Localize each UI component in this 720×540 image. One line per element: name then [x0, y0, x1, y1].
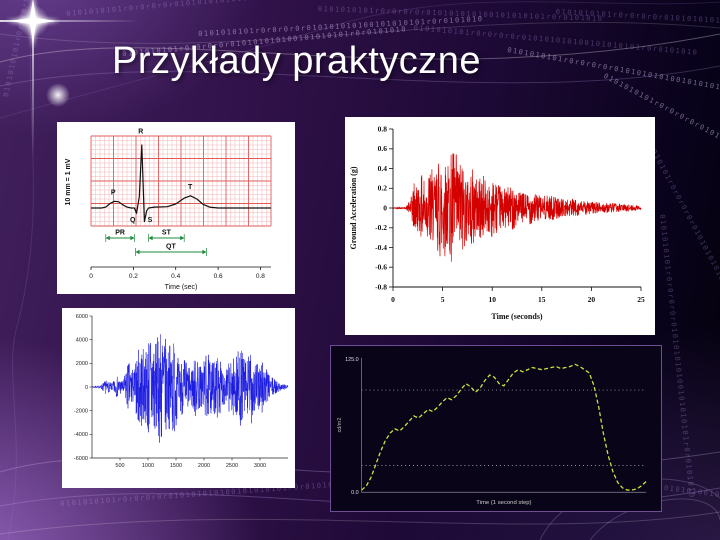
svg-text:10: 10: [488, 295, 496, 304]
svg-text:4000: 4000: [76, 338, 88, 344]
svg-text:0.4: 0.4: [171, 273, 180, 280]
slide-title: Przykłady praktyczne: [112, 40, 482, 82]
seismogram-chart: 0.8 0.6 0.4 0.2 0 -0.2 -0.4 -0.6 -0.8 0 5 10 15 20 25 T…: [345, 117, 655, 335]
svg-text:PR: PR: [115, 230, 125, 237]
svg-text:20: 20: [588, 295, 596, 304]
audio-waveform-chart: 6000 4000 2000 0 -2000 -4000 -6000 500 1000 1500 2…: [62, 308, 295, 488]
binary-texture-text: 0101010101r0r0r0r0r010101010100101010101…: [317, 5, 604, 23]
svg-text:0.2: 0.2: [378, 184, 388, 193]
svg-text:-0.2: -0.2: [375, 223, 387, 232]
svg-text:R: R: [138, 128, 143, 135]
svg-text:Ground Acceleration (g): Ground Acceleration (g): [349, 166, 358, 249]
svg-text:ST: ST: [162, 230, 172, 237]
svg-text:-0.4: -0.4: [375, 243, 387, 252]
svg-text:T: T: [188, 184, 193, 191]
svg-text:-4000: -4000: [74, 432, 88, 438]
sparkle-star-icon: [6, 0, 60, 48]
svg-text:3000: 3000: [254, 463, 266, 469]
svg-text:0.2: 0.2: [129, 273, 138, 280]
svg-text:0.8: 0.8: [256, 273, 265, 280]
svg-text:0.4: 0.4: [378, 164, 388, 173]
luminance-chart: 125.0 0.0 Time (1 second step) cd/m2: [330, 345, 662, 512]
glow-dot: [45, 82, 71, 108]
svg-text:10 mm = 1 mV: 10 mm = 1 mV: [65, 158, 72, 205]
svg-text:25: 25: [637, 295, 645, 304]
svg-text:15: 15: [538, 295, 546, 304]
svg-text:-0.6: -0.6: [375, 263, 387, 272]
binary-texture-text: 0101010101r0r0r0r0r010101010100101010101…: [66, 0, 352, 18]
binary-texture-text: 0101010101r0r0r0r0r010101010100101010101…: [198, 15, 484, 38]
svg-text:1000: 1000: [142, 463, 154, 469]
svg-text:-0.8: -0.8: [375, 282, 387, 291]
svg-text:-6000: -6000: [74, 456, 88, 462]
svg-text:0.6: 0.6: [214, 273, 223, 280]
svg-text:0: 0: [391, 295, 395, 304]
svg-text:Time (1 second step): Time (1 second step): [476, 500, 531, 506]
svg-text:2000: 2000: [198, 463, 210, 469]
svg-text:0: 0: [85, 385, 88, 391]
svg-text:-2000: -2000: [74, 409, 88, 415]
svg-text:S: S: [148, 217, 153, 224]
binary-texture-text: 0101010101r0r0r0r0r010101010100101010101…: [2, 0, 69, 98]
svg-text:2000: 2000: [76, 361, 88, 367]
svg-text:5: 5: [441, 295, 445, 304]
svg-text:6000: 6000: [76, 314, 88, 320]
svg-text:0.8: 0.8: [378, 124, 388, 133]
svg-text:QT: QT: [166, 244, 176, 251]
binary-texture-text: 0101010101r0r0r0r0r010101010100101010101…: [555, 8, 720, 31]
svg-text:cd/m2: cd/m2: [337, 418, 343, 433]
svg-text:500: 500: [115, 463, 124, 469]
svg-text:0: 0: [89, 273, 93, 280]
ecg-chart: P R T Q S PR ST QT 0 0.2 0.4 0.6 0.8 Time (sec) 10 mm …: [57, 122, 295, 294]
svg-text:Time (seconds): Time (seconds): [491, 312, 543, 321]
svg-text:1500: 1500: [170, 463, 182, 469]
svg-text:2500: 2500: [226, 463, 238, 469]
binary-texture-text: 0101010101r0r0r0r0r010101010100101010101…: [506, 46, 720, 104]
sparkle-ray-vertical: [32, 14, 34, 156]
svg-text:Time (sec): Time (sec): [165, 284, 198, 291]
svg-text:P: P: [111, 190, 116, 197]
svg-text:Q: Q: [130, 217, 136, 224]
svg-text:0.6: 0.6: [378, 144, 388, 153]
svg-text:0: 0: [383, 203, 387, 212]
svg-text:0.0: 0.0: [351, 490, 359, 496]
binary-texture-text: 0101010101r0r0r0r0r010101010100101010101…: [658, 214, 696, 499]
sparkle-ray-horizontal: [0, 20, 140, 22]
svg-text:125.0: 125.0: [345, 357, 359, 363]
